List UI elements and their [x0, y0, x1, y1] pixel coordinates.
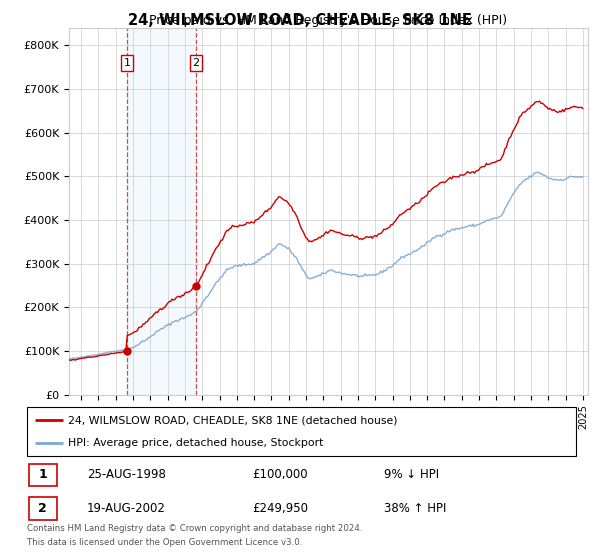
- Text: 2: 2: [38, 502, 47, 515]
- Text: 2: 2: [193, 58, 199, 68]
- Text: 24, WILMSLOW ROAD, CHEADLE, SK8 1NE (detached house): 24, WILMSLOW ROAD, CHEADLE, SK8 1NE (det…: [68, 416, 398, 426]
- Title: Price paid vs. HM Land Registry's House Price Index (HPI): Price paid vs. HM Land Registry's House …: [149, 14, 508, 27]
- FancyBboxPatch shape: [29, 464, 56, 486]
- Text: HPI: Average price, detached house, Stockport: HPI: Average price, detached house, Stoc…: [68, 438, 323, 448]
- Bar: [127, 28, 196, 395]
- Text: 19-AUG-2002: 19-AUG-2002: [87, 502, 166, 515]
- Text: £100,000: £100,000: [252, 468, 308, 482]
- Text: This data is licensed under the Open Government Licence v3.0.: This data is licensed under the Open Gov…: [27, 538, 302, 547]
- FancyBboxPatch shape: [29, 497, 56, 520]
- Text: 1: 1: [124, 58, 130, 68]
- Text: 24, WILMSLOW ROAD, CHEADLE, SK8 1NE: 24, WILMSLOW ROAD, CHEADLE, SK8 1NE: [128, 13, 472, 28]
- Text: 25-AUG-1998: 25-AUG-1998: [87, 468, 166, 482]
- Text: 38% ↑ HPI: 38% ↑ HPI: [384, 502, 446, 515]
- Text: 9% ↓ HPI: 9% ↓ HPI: [384, 468, 439, 482]
- Text: Contains HM Land Registry data © Crown copyright and database right 2024.: Contains HM Land Registry data © Crown c…: [27, 524, 362, 533]
- Text: £249,950: £249,950: [252, 502, 308, 515]
- Text: 1: 1: [38, 468, 47, 482]
- FancyBboxPatch shape: [27, 407, 576, 456]
